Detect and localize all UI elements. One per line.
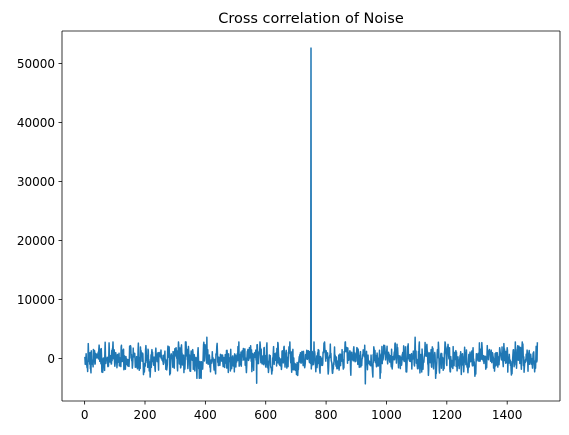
plot-area: 0 200 400 600 800 1000 1200 1400 0 10000 20000 300… <box>17 30 561 422</box>
x-tick-label: 200 <box>134 408 157 422</box>
series-layer <box>83 47 539 385</box>
x-tick-label: 600 <box>254 408 277 422</box>
y-tick-label: 10000 <box>17 293 55 307</box>
y-tick-label: 30000 <box>17 175 55 189</box>
y-tick-label: 0 <box>47 352 55 366</box>
x-tick-label: 1200 <box>432 408 463 422</box>
y-axis-ticks: 0 10000 20000 30000 40000 50000 <box>17 57 62 366</box>
x-tick-label: 1000 <box>371 408 402 422</box>
chart-title: Cross correlation of Noise <box>218 11 404 27</box>
y-tick-label: 40000 <box>17 116 55 130</box>
x-axis-ticks: 0 200 400 600 800 1000 1200 1400 <box>81 401 523 422</box>
y-tick-label: 20000 <box>17 234 55 248</box>
x-tick-label: 400 <box>194 408 217 422</box>
x-tick-label: 1400 <box>492 408 523 422</box>
x-tick-label: 800 <box>315 408 338 422</box>
x-tick-label: 0 <box>81 408 89 422</box>
y-tick-label: 50000 <box>17 57 55 71</box>
series-line <box>83 47 539 385</box>
